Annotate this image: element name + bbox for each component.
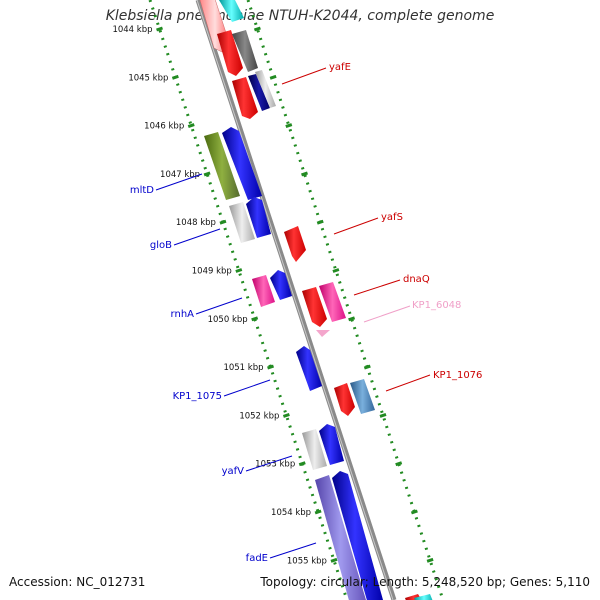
gene-arrow-dnaQ[interactable]: [319, 282, 346, 322]
major-tick: [156, 26, 163, 32]
tick-label: 1054 kbp: [271, 508, 311, 518]
gene-arrow[interactable]: [302, 287, 327, 327]
gene-arrow[interactable]: [414, 594, 434, 600]
gene-arrow[interactable]: [332, 471, 383, 600]
leader-lines: [155, 67, 431, 559]
major-tick: [332, 268, 340, 273]
major-tick: [298, 461, 306, 467]
tick-label: 1046 kbp: [144, 122, 184, 132]
tick-labels: 1044 kbp 1045 kbp 1046 kbp 1047 kbp 1048 kbp…: [112, 25, 327, 566]
gene-arrow-yafV[interactable]: [302, 429, 327, 470]
major-tick: [410, 509, 418, 515]
gene-arrow[interactable]: [270, 270, 292, 300]
tick-label: 1053 kbp: [255, 460, 295, 470]
tick-label: 1045 kbp: [128, 73, 168, 83]
backbone-highlight: [196, 0, 394, 600]
major-tick: [363, 364, 371, 370]
major-tick: [314, 509, 322, 515]
gene-label-yafV[interactable]: yafV: [222, 466, 245, 477]
major-tick: [316, 219, 324, 225]
gene-arrow[interactable]: [232, 30, 258, 72]
major-tick: [301, 171, 308, 177]
tick-label: 1052 kbp: [239, 411, 279, 421]
gene-arrow[interactable]: [246, 197, 271, 238]
tick-label: 1048 kbp: [176, 218, 216, 228]
tick-label: 1044 kbp: [112, 25, 152, 35]
major-tick: [267, 364, 275, 370]
gene-arrow[interactable]: [219, 0, 244, 22]
gene-label-KP1_1076[interactable]: KP1_1076: [433, 370, 482, 381]
gene-label-mltD[interactable]: mltD: [130, 185, 154, 196]
major-tick: [187, 123, 195, 129]
major-tick: [426, 557, 434, 563]
tick-label: 1047 kbp: [160, 170, 200, 180]
gene-label-KP1_1075[interactable]: KP1_1075: [173, 391, 222, 402]
major-tick: [171, 74, 179, 80]
major-tick: [282, 412, 290, 418]
major-tick: [395, 461, 403, 467]
backbone-line: [195, 0, 397, 600]
gene-label-dnaQ[interactable]: dnaQ: [403, 274, 430, 285]
gene-label-yafE[interactable]: yafE: [329, 62, 351, 73]
major-tick: [203, 171, 211, 177]
tick-label: 1049 kbp: [192, 267, 232, 277]
gene-labels-left: mltD gloB rnhA KP1_1075 yafV fadE: [130, 185, 268, 564]
gene-labels-right: yafE yafS dnaQ KP1_6048 KP1_1076: [329, 62, 482, 381]
gene-arrow-mltD[interactable]: [204, 132, 240, 200]
gene-arrow-KP1_1076[interactable]: [350, 379, 375, 414]
major-tick: [253, 26, 261, 32]
gene-arrow[interactable]: [217, 30, 243, 76]
tick-label: 1055 kbp: [287, 556, 327, 566]
gene-arrow[interactable]: [248, 74, 270, 111]
major-ticks: [156, 26, 434, 563]
gene-arrow-rnhA[interactable]: [252, 275, 275, 307]
gene-arrow[interactable]: [255, 70, 276, 108]
tick-label: 1050 kbp: [208, 315, 248, 325]
genome-info-text: Topology: circular; Length: 5,248,520 bp…: [260, 575, 590, 589]
gene-arrow-KP1_6048[interactable]: [316, 330, 330, 337]
major-tick: [379, 412, 387, 418]
gene-label-fadE[interactable]: fadE: [246, 553, 268, 564]
gene-label-rnhA[interactable]: rnhA: [171, 309, 195, 320]
major-tick: [235, 268, 243, 273]
gene-arrow[interactable]: [334, 383, 355, 416]
outer-tick-line: [246, 0, 445, 600]
tick-label: 1051 kbp: [223, 363, 263, 373]
gene-arrow[interactable]: [232, 77, 258, 119]
gene-arrow-KP1_1075[interactable]: [296, 346, 322, 391]
major-tick: [330, 557, 338, 563]
accession-text: Accession: NC_012731: [9, 575, 146, 589]
major-tick: [269, 74, 277, 80]
gene-label-gloB[interactable]: gloB: [150, 240, 172, 251]
major-tick: [251, 316, 259, 322]
gene-label-KP1_6048[interactable]: KP1_6048: [412, 300, 461, 311]
gene-label-yafS[interactable]: yafS: [381, 212, 403, 223]
gene-arrow[interactable]: [222, 127, 262, 200]
gene-arrow[interactable]: [319, 424, 344, 465]
inner-tick-line: [148, 0, 349, 600]
gene-arrow-yafS[interactable]: [284, 226, 306, 262]
major-tick: [348, 316, 356, 322]
gene-arrow-gloB[interactable]: [229, 202, 255, 243]
major-tick: [219, 219, 227, 225]
gene-arrow-fadE[interactable]: [315, 475, 366, 600]
gene-arrows: [199, 0, 434, 600]
major-tick: [285, 123, 293, 129]
